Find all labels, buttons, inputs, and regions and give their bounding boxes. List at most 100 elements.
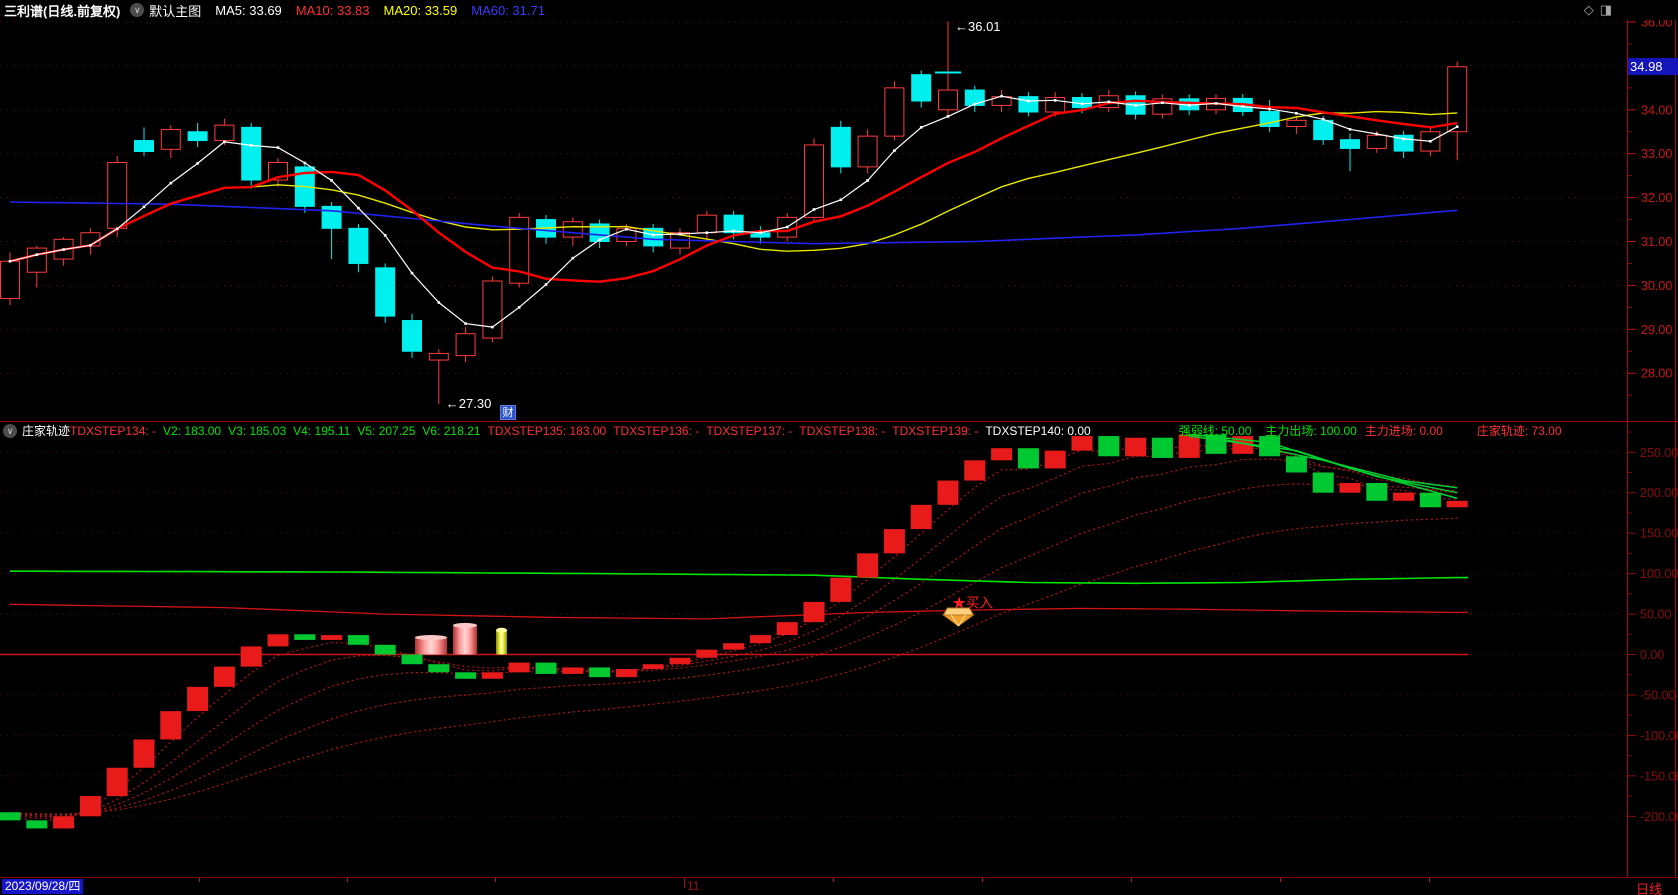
candle[interactable] — [214, 118, 235, 145]
indicator-bar[interactable] — [79, 796, 101, 817]
indicator-bar[interactable] — [267, 634, 289, 647]
indicator-bar[interactable] — [910, 504, 932, 530]
layout-split-icon[interactable]: ◨ — [1599, 2, 1612, 17]
indicator-bar[interactable] — [991, 448, 1013, 461]
indicator-bar[interactable] — [696, 649, 718, 658]
main-chart[interactable]: 36.0035.0034.0033.0032.0031.0030.0029.00… — [0, 20, 1678, 421]
overlay-selector-label[interactable]: 默认主图 — [149, 3, 202, 19]
indicator-bar[interactable] — [240, 646, 262, 667]
indicator-bar[interactable] — [830, 577, 852, 602]
indicator-bar[interactable] — [187, 686, 209, 712]
candle[interactable] — [589, 219, 610, 249]
indicator-bar[interactable] — [535, 662, 557, 674]
candle[interactable] — [1259, 100, 1280, 132]
indicator-bar[interactable] — [964, 460, 986, 481]
candle[interactable] — [1393, 130, 1414, 159]
date-badge[interactable]: 2023/09/28/四 — [2, 879, 84, 894]
candle[interactable] — [1018, 92, 1039, 117]
candle[interactable] — [830, 120, 851, 174]
candle[interactable] — [723, 210, 744, 240]
indicator-bar[interactable] — [937, 480, 959, 505]
indicator-bar[interactable] — [1178, 434, 1200, 458]
collapse-circle-icon[interactable]: ∨ — [130, 3, 145, 17]
indicator-bar[interactable] — [1071, 436, 1093, 451]
indicator-bar[interactable] — [0, 812, 21, 821]
candle[interactable] — [26, 245, 47, 288]
indicator-bar[interactable] — [347, 635, 369, 645]
indicator-bar[interactable] — [1125, 437, 1147, 457]
indicator-bar[interactable] — [615, 669, 637, 678]
candle[interactable] — [402, 313, 422, 358]
indicator-bar[interactable] — [857, 553, 879, 578]
indicator-bar[interactable] — [1393, 492, 1415, 501]
indicator-name-label[interactable]: 庄家轨迹 — [22, 424, 71, 438]
candle[interactable] — [134, 127, 154, 156]
candle[interactable] — [241, 122, 262, 189]
indicator-bar[interactable] — [294, 634, 316, 640]
candle[interactable] — [160, 125, 181, 159]
indicator-bar[interactable] — [562, 667, 584, 674]
panel-separator[interactable] — [0, 421, 1678, 422]
candle[interactable] — [938, 21, 958, 117]
indicator-bar[interactable] — [481, 672, 503, 679]
indicator-bar[interactable] — [321, 635, 343, 640]
indicator-bar[interactable] — [455, 672, 477, 679]
indicator-bar[interactable] — [1098, 436, 1120, 457]
indicator-bar[interactable] — [883, 529, 905, 554]
indicator-bar[interactable] — [508, 662, 530, 673]
indicator-collapse-icon[interactable]: ∨ — [3, 423, 17, 438]
indicator-bar[interactable] — [776, 622, 798, 636]
candle[interactable] — [857, 129, 878, 174]
candle[interactable] — [428, 349, 449, 404]
indicator-bar[interactable] — [374, 644, 396, 655]
period-label[interactable]: 日线 — [1636, 882, 1663, 895]
finance-flag-badge[interactable]: 财 — [500, 405, 516, 420]
candle[interactable] — [187, 122, 208, 148]
candle[interactable] — [268, 158, 288, 187]
indicator-bar[interactable] — [160, 711, 182, 740]
indicator-bar[interactable] — [723, 643, 745, 650]
candle[interactable] — [884, 81, 905, 141]
candle[interactable] — [455, 327, 476, 363]
indicator-bar[interactable] — [213, 666, 235, 687]
indicator-bar[interactable] — [1419, 492, 1441, 508]
indicator-bar[interactable] — [669, 657, 691, 665]
indicator-bar[interactable] — [1285, 456, 1307, 473]
candle[interactable] — [1447, 61, 1468, 161]
candle[interactable] — [1286, 115, 1307, 134]
indicator-chart[interactable]: 250.00 200.00 150.00 100.00 50.00 0.00 -50.00 -… — [0, 421, 1678, 877]
indicator-bar[interactable] — [1259, 436, 1281, 457]
candle[interactable] — [643, 223, 664, 253]
indicator-bar[interactable] — [26, 820, 48, 829]
candle[interactable] — [1152, 94, 1173, 119]
indicator-bar[interactable] — [1339, 482, 1361, 493]
indicator-bar[interactable] — [1044, 450, 1066, 469]
indicator-bar[interactable] — [589, 667, 611, 678]
indicator-bar[interactable] — [106, 767, 128, 797]
candle[interactable] — [670, 228, 690, 255]
candle[interactable] — [509, 212, 530, 288]
indicator-bar[interactable] — [642, 664, 664, 670]
indicator-bar[interactable] — [749, 635, 771, 644]
candle[interactable] — [911, 70, 932, 108]
indicator-bar[interactable] — [401, 654, 423, 665]
candle[interactable] — [696, 210, 717, 240]
candle[interactable] — [482, 276, 503, 343]
candle[interactable] — [804, 138, 824, 222]
diamond-tool-icon[interactable]: ◇ — [1583, 2, 1594, 17]
indicator-bar[interactable] — [1151, 437, 1173, 458]
indicator-bar[interactable] — [1312, 472, 1334, 493]
candle[interactable] — [750, 226, 771, 244]
indicator-bar[interactable] — [803, 601, 825, 623]
candle[interactable] — [375, 263, 396, 323]
candle[interactable] — [348, 223, 369, 273]
candle[interactable] — [1340, 133, 1360, 172]
indicator-bar[interactable] — [53, 816, 75, 829]
indicator-bar[interactable] — [1366, 482, 1388, 501]
indicator-bar[interactable] — [1017, 448, 1039, 469]
candle[interactable] — [964, 85, 985, 112]
indicator-bar[interactable] — [428, 664, 450, 673]
indicator-bar[interactable] — [1446, 500, 1468, 508]
indicator-bar[interactable] — [133, 739, 155, 768]
candle[interactable] — [991, 90, 1012, 112]
